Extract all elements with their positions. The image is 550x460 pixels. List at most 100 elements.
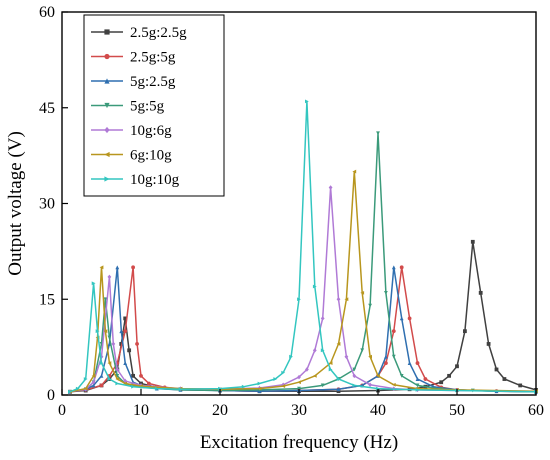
y-axis-title: Output voltage (V) xyxy=(5,131,26,276)
data-point xyxy=(320,348,325,353)
data-point xyxy=(391,265,396,270)
data-point xyxy=(297,297,301,302)
x-tick-label: 20 xyxy=(212,402,228,419)
data-point xyxy=(439,380,444,385)
legend-marker xyxy=(104,29,110,35)
x-tick-label: 0 xyxy=(58,402,66,419)
data-point xyxy=(123,316,128,321)
data-point xyxy=(123,378,128,384)
data-point xyxy=(360,290,365,295)
data-point xyxy=(107,377,112,381)
data-point xyxy=(115,377,120,381)
legend-label: 2.5g:5g xyxy=(130,50,176,66)
data-point xyxy=(91,379,96,385)
data-point xyxy=(91,281,96,286)
data-point xyxy=(391,354,396,359)
data-point xyxy=(107,361,112,365)
data-point xyxy=(131,384,135,389)
data-point xyxy=(415,377,420,381)
legend-label: 5g:5g xyxy=(130,99,165,115)
y-tick-label: 60 xyxy=(39,4,55,21)
data-point xyxy=(305,99,309,104)
data-point xyxy=(95,329,100,334)
data-point xyxy=(91,373,96,378)
data-point xyxy=(336,342,341,346)
series-7 xyxy=(68,99,538,394)
data-point xyxy=(257,381,262,386)
data-point xyxy=(320,316,325,321)
legend-marker xyxy=(104,126,110,134)
x-tick-label: 30 xyxy=(291,402,307,419)
y-tick-label: 0 xyxy=(47,387,55,404)
data-point xyxy=(320,383,325,388)
data-point xyxy=(312,284,317,289)
legend-marker xyxy=(104,53,110,60)
data-point xyxy=(99,265,104,270)
data-point xyxy=(123,381,128,386)
data-point xyxy=(289,354,293,359)
legend-label: 10g:6g xyxy=(130,123,172,139)
axes: 0 10 20 30 40 50 60 0 15 30 45 60 xyxy=(39,4,544,419)
data-point xyxy=(470,239,475,244)
data-point xyxy=(494,367,499,372)
data-point xyxy=(99,383,104,388)
x-axis-title: Excitation frequency (Hz) xyxy=(200,432,398,453)
data-point xyxy=(99,373,104,378)
data-point xyxy=(119,342,124,346)
data-point xyxy=(83,386,88,391)
data-point xyxy=(115,265,120,270)
data-point xyxy=(391,382,396,387)
data-point xyxy=(447,373,451,378)
data-point xyxy=(415,383,420,388)
legend: 2.5g:2.5g 2.5g:5g 5g:2.5g 5g:5g 10g:6g 6g:10g… xyxy=(83,14,225,197)
data-point xyxy=(478,290,483,295)
data-point xyxy=(463,329,467,334)
data-point xyxy=(305,367,309,372)
legend-label: 6g:10g xyxy=(130,148,172,164)
data-point xyxy=(103,329,108,334)
data-point xyxy=(384,290,388,295)
data-point xyxy=(115,367,120,372)
series-line xyxy=(69,186,537,393)
data-point xyxy=(281,384,286,388)
data-point xyxy=(119,329,124,334)
legend-marker xyxy=(104,102,110,109)
data-point xyxy=(399,265,404,270)
data-point xyxy=(352,383,357,388)
data-point xyxy=(336,296,341,302)
data-point xyxy=(103,297,108,302)
series-1 xyxy=(68,239,538,394)
data-point xyxy=(368,382,372,388)
data-point xyxy=(99,361,104,365)
data-point xyxy=(502,377,507,381)
data-point xyxy=(123,329,128,334)
y-tick-label: 45 xyxy=(39,100,55,117)
data-point xyxy=(123,361,128,365)
data-point xyxy=(384,354,388,359)
data-point xyxy=(407,361,412,365)
data-point xyxy=(368,354,372,359)
legend-item: 2.5g:5g xyxy=(91,50,176,66)
series-line xyxy=(69,100,537,393)
data-point xyxy=(75,386,80,391)
x-tick-label: 50 xyxy=(449,402,465,419)
legend-item: 10g:6g xyxy=(91,123,172,139)
data-point xyxy=(312,373,317,378)
data-point xyxy=(376,131,380,136)
data-point xyxy=(352,169,357,174)
data-point xyxy=(241,384,246,389)
data-point xyxy=(297,374,301,380)
data-point xyxy=(376,373,380,378)
data-point xyxy=(111,341,116,347)
legend-label: 5g:2.5g xyxy=(130,74,176,90)
legend-item: 5g:2.5g xyxy=(91,74,176,90)
series-2 xyxy=(68,265,538,394)
data-point xyxy=(415,387,420,392)
data-point xyxy=(218,386,222,391)
y-tick-label: 15 xyxy=(39,291,55,308)
legend-item: 5g:5g xyxy=(91,99,165,115)
data-point xyxy=(281,370,286,375)
data-point xyxy=(415,361,420,365)
data-point xyxy=(91,383,96,388)
